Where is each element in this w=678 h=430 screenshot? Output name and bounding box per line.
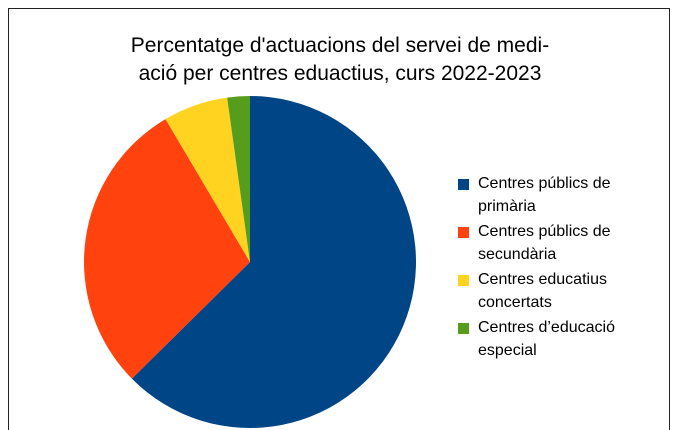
chart-title-line: ació per centres eduactius, curs 2022-20… xyxy=(139,62,542,85)
legend-swatch xyxy=(458,275,469,286)
legend-swatch xyxy=(458,179,469,190)
legend-label: Centres públics de primària xyxy=(478,175,611,215)
pie-slice xyxy=(227,96,250,262)
legend: Centres públics de primària Centres públi… xyxy=(458,172,643,364)
chart-border xyxy=(8,8,670,430)
chart-title-line: Percentatge d'actuacions del servei de m… xyxy=(131,34,549,57)
legend-swatch xyxy=(458,323,469,334)
pie-slice xyxy=(165,97,250,262)
legend-swatch xyxy=(458,227,469,238)
legend-entry: Centres d’educació especial xyxy=(458,316,643,364)
legend-entry: Centres públics de primària xyxy=(458,172,643,220)
pie-slice xyxy=(83,119,250,379)
legend-label: Centres educatius concertats xyxy=(478,271,607,311)
legend-entry: Centres educatius concertats xyxy=(458,268,643,316)
legend-entry: Centres públics de secundària xyxy=(458,220,643,268)
pie-slice xyxy=(131,96,416,428)
legend-label: Centres d’educació especial xyxy=(478,319,615,359)
legend-label: Centres públics de secundària xyxy=(478,223,611,263)
